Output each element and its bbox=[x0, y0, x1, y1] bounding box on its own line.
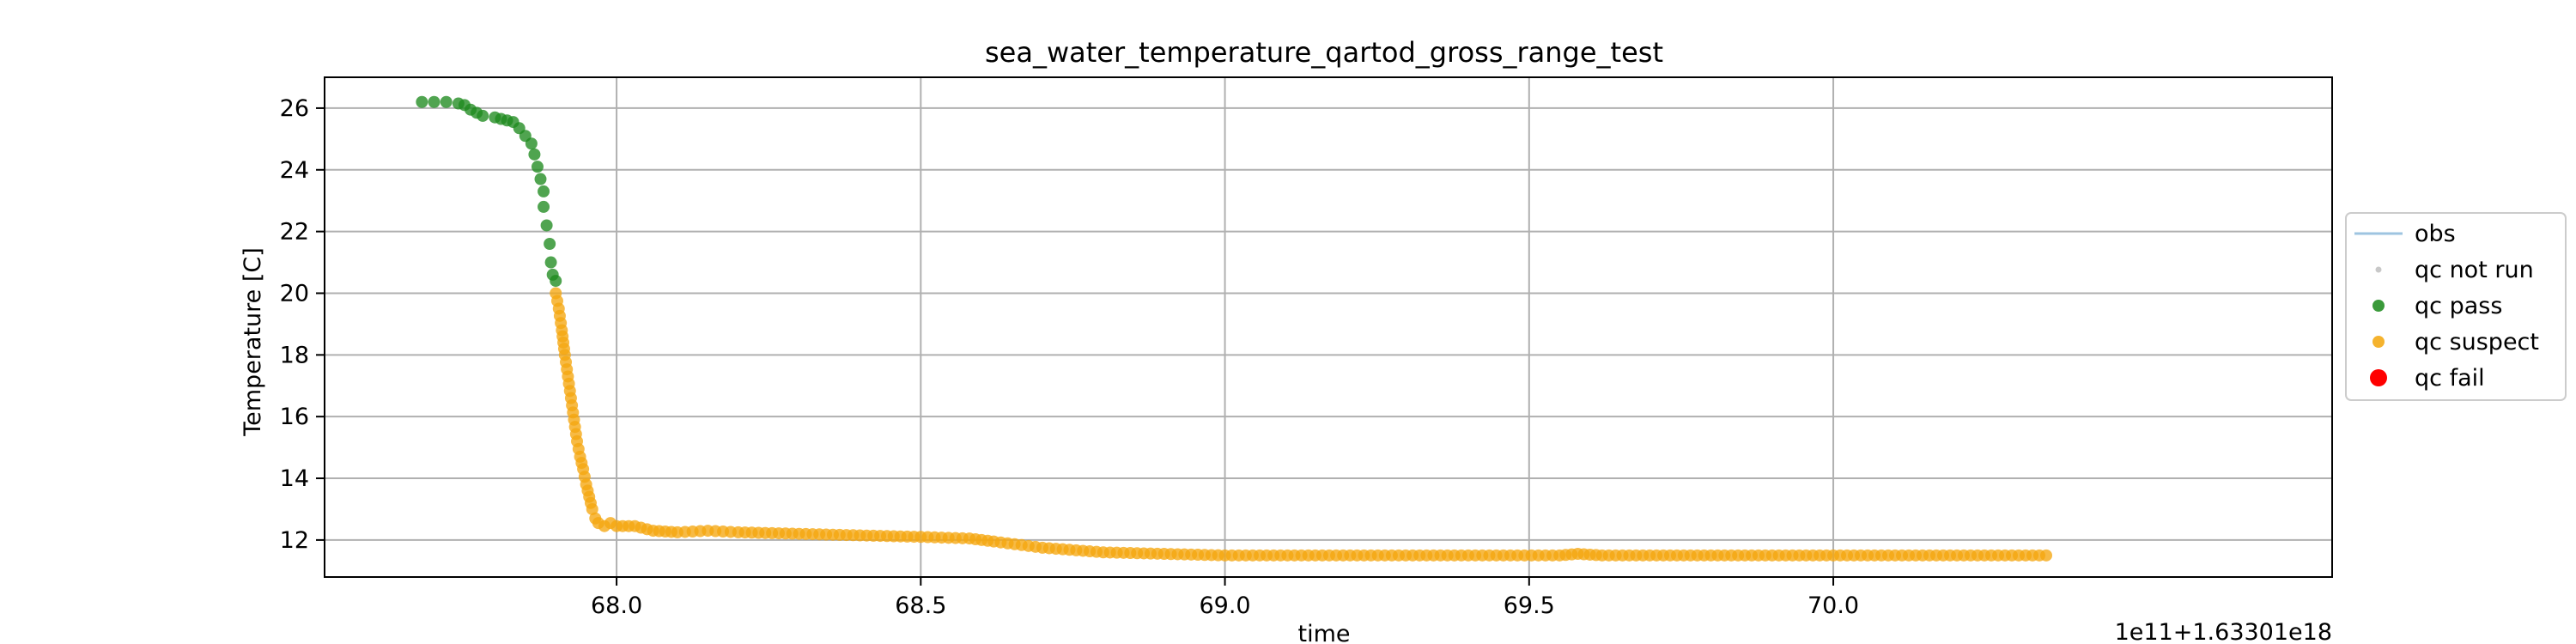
data-point bbox=[534, 173, 547, 185]
y-tick-label: 22 bbox=[280, 219, 309, 246]
legend-marker bbox=[2372, 336, 2385, 348]
y-axis-label: Temperature [C] bbox=[240, 247, 266, 437]
y-tick-label: 16 bbox=[280, 404, 309, 430]
x-tick-label: 69.0 bbox=[1199, 592, 1250, 619]
data-point bbox=[538, 200, 550, 213]
y-tick-label: 14 bbox=[280, 465, 309, 492]
series-qc-pass bbox=[416, 95, 562, 288]
y-tick-label: 12 bbox=[280, 527, 309, 554]
y-tick-label: 26 bbox=[280, 95, 309, 122]
data-point bbox=[477, 109, 489, 122]
legend-box bbox=[2345, 212, 2567, 401]
data-point bbox=[586, 502, 598, 515]
series-qc-suspect bbox=[550, 287, 2053, 562]
x-tick-label: 70.0 bbox=[1807, 592, 1859, 619]
legend-marker bbox=[2370, 369, 2387, 386]
legend-label: obs bbox=[2415, 221, 2456, 247]
y-tick-label: 20 bbox=[280, 280, 309, 307]
grid bbox=[325, 77, 2332, 577]
x-tick-label: 69.5 bbox=[1504, 592, 1555, 619]
x-offset-text: 1e11+1.63301e18 bbox=[2115, 619, 2332, 644]
data-point bbox=[2040, 549, 2053, 562]
legend-label: qc fail bbox=[2415, 365, 2485, 392]
legend-label: qc not run bbox=[2415, 257, 2534, 283]
data-point bbox=[416, 95, 428, 108]
legend: obs qc not run qc pass qc suspect qc fail bbox=[2345, 212, 2567, 401]
data-layer bbox=[416, 95, 2053, 562]
legend-marker bbox=[2375, 266, 2382, 273]
data-point bbox=[544, 238, 556, 250]
x-tick-label: 68.0 bbox=[591, 592, 642, 619]
y-tick-label: 24 bbox=[280, 157, 309, 184]
y-tick-label: 18 bbox=[280, 342, 309, 368]
chart-title: sea_water_temperature_qartod_gross_range… bbox=[985, 36, 1663, 69]
x-tick-label: 68.5 bbox=[895, 592, 946, 619]
y-axis: 12 14 16 18 20 22 24 26 bbox=[280, 95, 325, 554]
data-point bbox=[528, 148, 541, 161]
data-point bbox=[540, 219, 553, 232]
legend-label: qc pass bbox=[2415, 293, 2502, 319]
x-axis: 68.0 68.5 69.0 69.5 70.0 bbox=[591, 577, 1859, 619]
data-point bbox=[544, 256, 557, 269]
plot-frame bbox=[324, 76, 2333, 578]
data-point bbox=[525, 137, 538, 150]
data-point bbox=[550, 275, 562, 288]
data-point bbox=[538, 185, 550, 197]
legend-marker bbox=[2372, 300, 2385, 312]
data-point bbox=[440, 95, 453, 108]
data-point bbox=[428, 95, 440, 108]
data-point bbox=[531, 161, 544, 173]
x-axis-label: time bbox=[1297, 621, 1350, 644]
legend-label: qc suspect bbox=[2415, 329, 2539, 355]
